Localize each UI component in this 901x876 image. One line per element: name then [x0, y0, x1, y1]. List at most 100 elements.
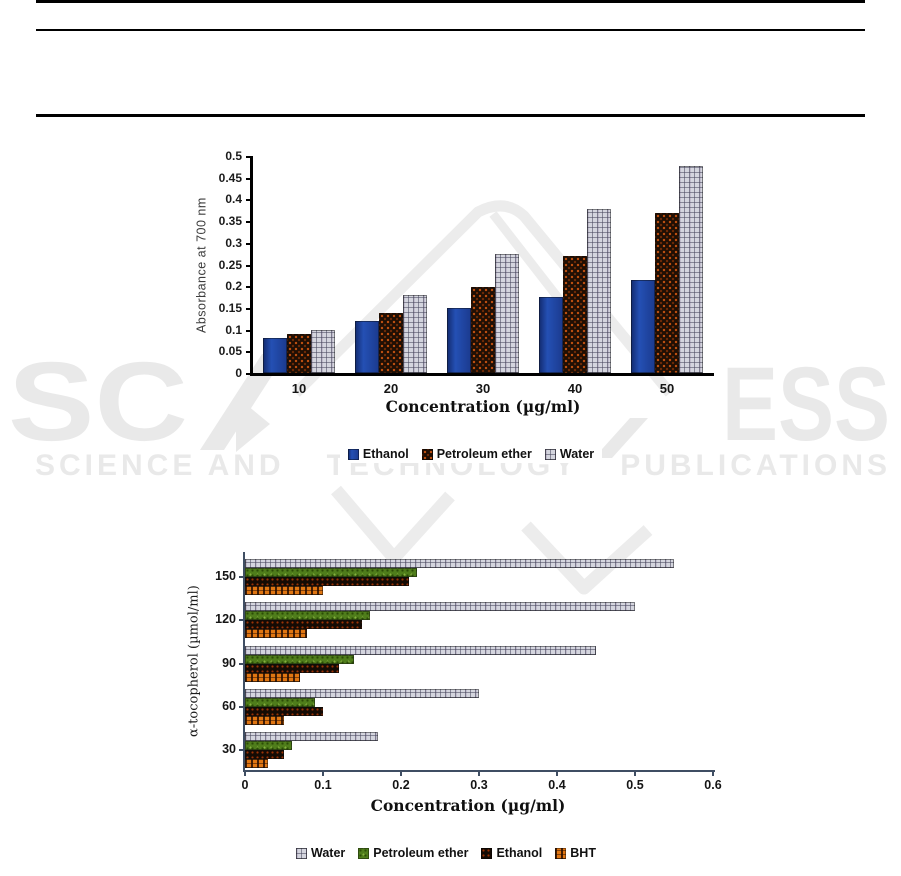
bottom-chart-y-axis-title: α-tocopherol (µmol/ml)	[186, 585, 202, 738]
watermark-check-shape	[521, 521, 653, 595]
top-chart-legend-row: Ethanol Petroleum ether Water	[241, 445, 701, 463]
y-tick-label: 0.25	[218, 257, 242, 272]
y-tick-mark	[246, 307, 251, 310]
bar-petroleum-ether-50	[655, 213, 679, 373]
bar-petroleum-ether-10	[287, 334, 311, 373]
bar-ethanol-150	[245, 576, 409, 586]
bar-bht-30	[245, 759, 268, 769]
bar-ethanol-120	[245, 620, 362, 630]
bar-water-150	[245, 558, 674, 568]
bar-ethanol-10	[263, 338, 287, 373]
x-tick-label: 0.2	[392, 778, 410, 792]
bar-water-30	[245, 732, 378, 742]
legend-item-petroleum-ether: Petroleum ether	[421, 447, 532, 461]
bar-ethanol-30	[245, 750, 284, 760]
watermark-letters-right: ESS	[722, 346, 890, 463]
x-category-label-50: 50	[659, 381, 675, 396]
y-category-label-30: 30	[222, 742, 236, 757]
bottom-chart-legend: Water Petroleum ether Ethanol BHT	[288, 844, 604, 862]
bar-petroleum-ether-40	[563, 256, 587, 373]
watermark-check-shape	[331, 485, 455, 565]
x-tick-label: 0	[241, 778, 249, 792]
top-chart-x-axis-line	[250, 373, 714, 376]
bottom-chart-x-ticks: 0 0.1 0.2 0.3 0.4 0.5 0.6	[242, 771, 722, 795]
y-tick-mark	[246, 221, 251, 224]
y-tick-label: 0.4	[225, 192, 242, 207]
bar-petroleum-ether-90	[245, 654, 354, 664]
y-category-label-150: 150	[215, 568, 236, 583]
y-category-label-120: 120	[215, 612, 236, 627]
y-tick-mark	[246, 286, 251, 289]
x-tick-label: 0.3	[470, 778, 488, 792]
x-tick-mark	[712, 771, 714, 776]
x-category-label-20: 20	[383, 381, 399, 396]
x-tick-label: 0.6	[704, 778, 722, 792]
bar-petroleum-ether-150	[245, 567, 417, 577]
bar-petroleum-ether-120	[245, 611, 370, 621]
y-tick-mark	[246, 373, 251, 375]
bar-ethanol-20	[355, 321, 379, 373]
y-tick-mark	[239, 705, 245, 708]
y-tick-mark	[239, 749, 245, 752]
bar-petroleum-ether-30	[471, 287, 495, 373]
legend-label: Ethanol	[496, 846, 543, 860]
legend-label: Water	[311, 846, 346, 860]
legend-swatch-ethanol	[347, 448, 359, 460]
bar-ethanol-30	[447, 308, 471, 373]
legend-label: BHT	[570, 846, 596, 860]
bar-water-60	[245, 688, 479, 698]
y-tick-mark	[246, 329, 251, 332]
y-tick-label: 0	[235, 366, 242, 380]
legend-item-petroleum-ether: Petroleum ether	[358, 846, 468, 860]
bar-ethanol-60	[245, 706, 323, 716]
bar-bht-150	[245, 585, 323, 595]
x-tick-mark	[400, 771, 402, 776]
y-tick-label: 0.35	[218, 214, 242, 229]
y-tick-mark	[246, 177, 251, 180]
top-chart-y-ticks: 0 0.05 0.1 0.15 0.2 0.25 0.3 0.35 0.4 0.45 0.5	[203, 149, 251, 380]
legend-swatch-bht	[555, 847, 567, 859]
legend-item-water: Water	[544, 447, 595, 461]
bar-ethanol-40	[539, 297, 563, 373]
y-tick-label: 0.45	[218, 170, 242, 185]
top-chart-legend: Ethanol Petroleum ether Water	[339, 445, 603, 463]
horizontal-rule	[36, 0, 865, 3]
bar-water-20	[403, 295, 427, 373]
bar-water-30	[495, 254, 519, 373]
y-category-label-90: 90	[222, 655, 236, 670]
y-tick-label: 0.3	[225, 235, 242, 250]
legend-label: Petroleum ether	[436, 447, 532, 461]
absorbance-bar-chart-plot	[253, 157, 713, 373]
legend-swatch-petroleum-ether	[358, 847, 370, 859]
x-tick-mark	[478, 771, 480, 776]
x-tick-mark	[556, 771, 558, 776]
bar-bht-60	[245, 715, 284, 725]
y-tick-mark	[239, 575, 245, 578]
bar-bht-120	[245, 629, 307, 639]
watermark-slash-shape	[594, 418, 648, 458]
bar-water-90	[245, 645, 596, 655]
bottom-chart-y-axis-line	[243, 552, 245, 772]
y-tick-mark	[246, 156, 251, 158]
legend-item-water: Water	[296, 846, 345, 860]
x-tick-mark	[634, 771, 636, 776]
x-tick-mark	[322, 771, 324, 776]
horizontal-rule	[36, 114, 865, 117]
legend-label: Water	[559, 447, 595, 461]
y-tick-label: 0.2	[225, 279, 242, 294]
x-tick-label: 0.4	[548, 778, 566, 792]
y-tick-label: 0.1	[225, 322, 242, 337]
bottom-chart-x-axis-title: Concentration (µg/ml)	[370, 796, 566, 815]
y-tick-label: 0.5	[225, 149, 242, 163]
y-tick-mark	[246, 199, 251, 202]
y-tick-mark	[246, 264, 251, 267]
bottom-chart-y-categories: 30 60 90 120 150	[202, 553, 245, 773]
y-tick-mark	[246, 242, 251, 245]
watermark-letters-left: SC	[8, 339, 188, 464]
x-tick-label: 0.5	[626, 778, 644, 792]
x-tick-label: 0.1	[314, 778, 332, 792]
horizontal-rule	[36, 29, 865, 31]
legend-item-ethanol: Ethanol	[481, 846, 542, 860]
legend-swatch-ethanol	[481, 847, 493, 859]
